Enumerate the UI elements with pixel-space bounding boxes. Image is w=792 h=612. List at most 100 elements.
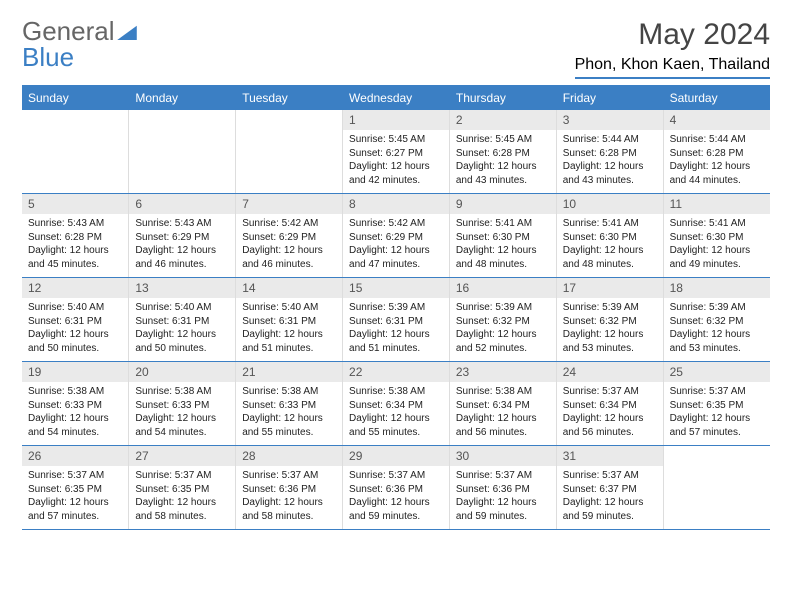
day-details: Sunrise: 5:38 AMSunset: 6:34 PMDaylight:… xyxy=(343,382,449,445)
calendar-body: 1Sunrise: 5:45 AMSunset: 6:27 PMDaylight… xyxy=(22,110,770,530)
day-details: Sunrise: 5:38 AMSunset: 6:33 PMDaylight:… xyxy=(236,382,342,445)
day-details: Sunrise: 5:37 AMSunset: 6:35 PMDaylight:… xyxy=(129,466,235,529)
day-details: Sunrise: 5:37 AMSunset: 6:34 PMDaylight:… xyxy=(557,382,663,445)
day-details: Sunrise: 5:39 AMSunset: 6:32 PMDaylight:… xyxy=(557,298,663,361)
day-details: Sunrise: 5:39 AMSunset: 6:32 PMDaylight:… xyxy=(450,298,556,361)
day-details: Sunrise: 5:38 AMSunset: 6:34 PMDaylight:… xyxy=(450,382,556,445)
calendar-week-row: 26Sunrise: 5:37 AMSunset: 6:35 PMDayligh… xyxy=(22,446,770,530)
day-number: 18 xyxy=(664,278,770,298)
calendar-day-cell: 1Sunrise: 5:45 AMSunset: 6:27 PMDaylight… xyxy=(343,110,450,194)
day-number: 12 xyxy=(22,278,128,298)
day-number: 14 xyxy=(236,278,342,298)
day-number: 8 xyxy=(343,194,449,214)
brand-triangle-icon xyxy=(117,16,137,46)
day-number: 9 xyxy=(450,194,556,214)
calendar-empty-cell xyxy=(22,110,129,194)
day-number: 5 xyxy=(22,194,128,214)
day-details: Sunrise: 5:43 AMSunset: 6:28 PMDaylight:… xyxy=(22,214,128,277)
calendar-day-cell: 5Sunrise: 5:43 AMSunset: 6:28 PMDaylight… xyxy=(22,194,129,278)
day-details: Sunrise: 5:37 AMSunset: 6:37 PMDaylight:… xyxy=(557,466,663,529)
day-details: Sunrise: 5:40 AMSunset: 6:31 PMDaylight:… xyxy=(236,298,342,361)
weekday-header: Monday xyxy=(129,86,236,111)
day-details: Sunrise: 5:41 AMSunset: 6:30 PMDaylight:… xyxy=(450,214,556,277)
day-number: 3 xyxy=(557,110,663,130)
day-details: Sunrise: 5:39 AMSunset: 6:32 PMDaylight:… xyxy=(664,298,770,361)
day-number: 27 xyxy=(129,446,235,466)
month-title: May 2024 xyxy=(575,18,770,52)
calendar-day-cell: 10Sunrise: 5:41 AMSunset: 6:30 PMDayligh… xyxy=(556,194,663,278)
weekday-header: Saturday xyxy=(663,86,770,111)
calendar-day-cell: 19Sunrise: 5:38 AMSunset: 6:33 PMDayligh… xyxy=(22,362,129,446)
calendar-day-cell: 7Sunrise: 5:42 AMSunset: 6:29 PMDaylight… xyxy=(236,194,343,278)
day-number: 26 xyxy=(22,446,128,466)
calendar-day-cell: 12Sunrise: 5:40 AMSunset: 6:31 PMDayligh… xyxy=(22,278,129,362)
weekday-header: Tuesday xyxy=(236,86,343,111)
day-details: Sunrise: 5:40 AMSunset: 6:31 PMDaylight:… xyxy=(22,298,128,361)
day-details: Sunrise: 5:37 AMSunset: 6:35 PMDaylight:… xyxy=(664,382,770,445)
calendar-day-cell: 25Sunrise: 5:37 AMSunset: 6:35 PMDayligh… xyxy=(663,362,770,446)
weekday-header: Friday xyxy=(556,86,663,111)
calendar-day-cell: 14Sunrise: 5:40 AMSunset: 6:31 PMDayligh… xyxy=(236,278,343,362)
calendar-day-cell: 28Sunrise: 5:37 AMSunset: 6:36 PMDayligh… xyxy=(236,446,343,530)
calendar-week-row: 12Sunrise: 5:40 AMSunset: 6:31 PMDayligh… xyxy=(22,278,770,362)
calendar-day-cell: 4Sunrise: 5:44 AMSunset: 6:28 PMDaylight… xyxy=(663,110,770,194)
calendar-table: SundayMondayTuesdayWednesdayThursdayFrid… xyxy=(22,85,770,530)
calendar-day-cell: 2Sunrise: 5:45 AMSunset: 6:28 PMDaylight… xyxy=(449,110,556,194)
day-number: 16 xyxy=(450,278,556,298)
day-details: Sunrise: 5:44 AMSunset: 6:28 PMDaylight:… xyxy=(664,130,770,193)
calendar-day-cell: 6Sunrise: 5:43 AMSunset: 6:29 PMDaylight… xyxy=(129,194,236,278)
calendar-day-cell: 20Sunrise: 5:38 AMSunset: 6:33 PMDayligh… xyxy=(129,362,236,446)
day-details: Sunrise: 5:37 AMSunset: 6:36 PMDaylight:… xyxy=(343,466,449,529)
day-number: 2 xyxy=(450,110,556,130)
calendar-day-cell: 18Sunrise: 5:39 AMSunset: 6:32 PMDayligh… xyxy=(663,278,770,362)
day-number: 10 xyxy=(557,194,663,214)
day-number: 22 xyxy=(343,362,449,382)
day-details: Sunrise: 5:42 AMSunset: 6:29 PMDaylight:… xyxy=(343,214,449,277)
day-details: Sunrise: 5:40 AMSunset: 6:31 PMDaylight:… xyxy=(129,298,235,361)
day-number: 21 xyxy=(236,362,342,382)
day-number: 24 xyxy=(557,362,663,382)
day-details: Sunrise: 5:37 AMSunset: 6:36 PMDaylight:… xyxy=(236,466,342,529)
day-number: 30 xyxy=(450,446,556,466)
calendar-week-row: 19Sunrise: 5:38 AMSunset: 6:33 PMDayligh… xyxy=(22,362,770,446)
day-details: Sunrise: 5:41 AMSunset: 6:30 PMDaylight:… xyxy=(557,214,663,277)
day-number: 13 xyxy=(129,278,235,298)
calendar-day-cell: 16Sunrise: 5:39 AMSunset: 6:32 PMDayligh… xyxy=(449,278,556,362)
day-details: Sunrise: 5:41 AMSunset: 6:30 PMDaylight:… xyxy=(664,214,770,277)
weekday-header: Thursday xyxy=(449,86,556,111)
calendar-day-cell: 27Sunrise: 5:37 AMSunset: 6:35 PMDayligh… xyxy=(129,446,236,530)
calendar-day-cell: 30Sunrise: 5:37 AMSunset: 6:36 PMDayligh… xyxy=(449,446,556,530)
day-details: Sunrise: 5:37 AMSunset: 6:35 PMDaylight:… xyxy=(22,466,128,529)
day-number: 20 xyxy=(129,362,235,382)
day-details: Sunrise: 5:42 AMSunset: 6:29 PMDaylight:… xyxy=(236,214,342,277)
day-number: 15 xyxy=(343,278,449,298)
calendar-day-cell: 31Sunrise: 5:37 AMSunset: 6:37 PMDayligh… xyxy=(556,446,663,530)
calendar-day-cell: 15Sunrise: 5:39 AMSunset: 6:31 PMDayligh… xyxy=(343,278,450,362)
day-number: 25 xyxy=(664,362,770,382)
day-number: 1 xyxy=(343,110,449,130)
day-number: 17 xyxy=(557,278,663,298)
calendar-empty-cell xyxy=(129,110,236,194)
weekday-header: Sunday xyxy=(22,86,129,111)
day-details: Sunrise: 5:38 AMSunset: 6:33 PMDaylight:… xyxy=(22,382,128,445)
day-number: 23 xyxy=(450,362,556,382)
calendar-day-cell: 24Sunrise: 5:37 AMSunset: 6:34 PMDayligh… xyxy=(556,362,663,446)
header: GeneralBlue May 2024 Phon, Khon Kaen, Th… xyxy=(22,18,770,79)
title-block: May 2024 Phon, Khon Kaen, Thailand xyxy=(575,18,770,79)
calendar-week-row: 5Sunrise: 5:43 AMSunset: 6:28 PMDaylight… xyxy=(22,194,770,278)
calendar-day-cell: 8Sunrise: 5:42 AMSunset: 6:29 PMDaylight… xyxy=(343,194,450,278)
day-details: Sunrise: 5:44 AMSunset: 6:28 PMDaylight:… xyxy=(557,130,663,193)
brand-part2: Blue xyxy=(22,42,74,72)
day-number: 19 xyxy=(22,362,128,382)
day-details: Sunrise: 5:39 AMSunset: 6:31 PMDaylight:… xyxy=(343,298,449,361)
day-details: Sunrise: 5:37 AMSunset: 6:36 PMDaylight:… xyxy=(450,466,556,529)
calendar-day-cell: 22Sunrise: 5:38 AMSunset: 6:34 PMDayligh… xyxy=(343,362,450,446)
calendar-empty-cell xyxy=(236,110,343,194)
calendar-day-cell: 29Sunrise: 5:37 AMSunset: 6:36 PMDayligh… xyxy=(343,446,450,530)
calendar-day-cell: 26Sunrise: 5:37 AMSunset: 6:35 PMDayligh… xyxy=(22,446,129,530)
day-details: Sunrise: 5:38 AMSunset: 6:33 PMDaylight:… xyxy=(129,382,235,445)
calendar-day-cell: 17Sunrise: 5:39 AMSunset: 6:32 PMDayligh… xyxy=(556,278,663,362)
day-details: Sunrise: 5:45 AMSunset: 6:28 PMDaylight:… xyxy=(450,130,556,193)
calendar-day-cell: 13Sunrise: 5:40 AMSunset: 6:31 PMDayligh… xyxy=(129,278,236,362)
location-text: Phon, Khon Kaen, Thailand xyxy=(575,56,770,73)
